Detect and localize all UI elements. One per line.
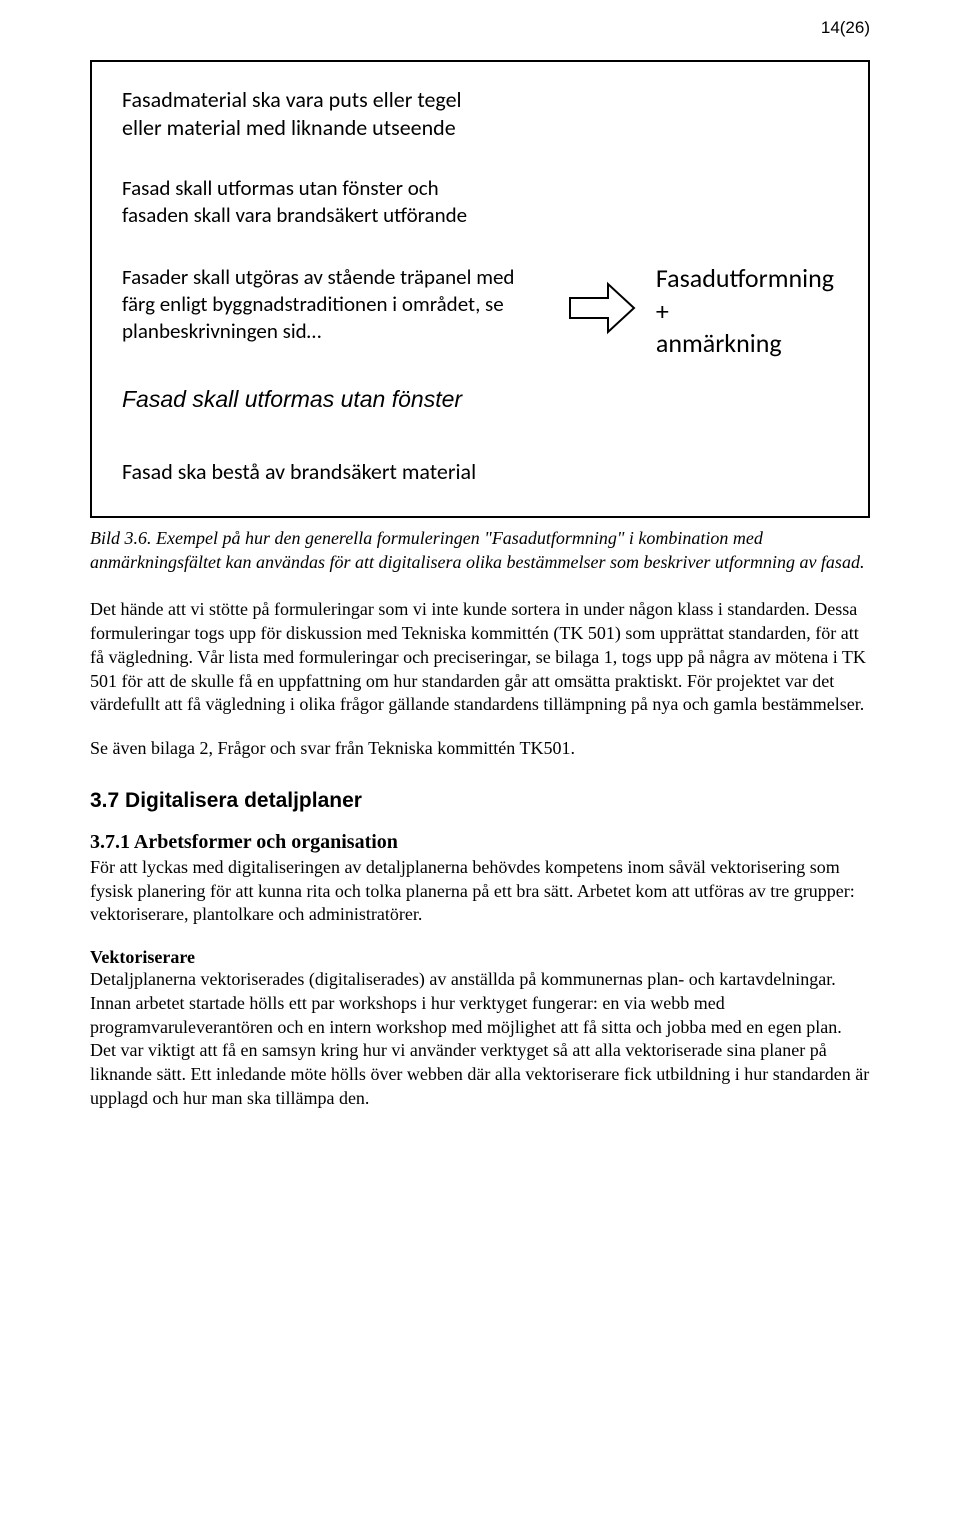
figure-right-line: Fasadutformning [656, 262, 834, 295]
figure-line: Fasad skall utformas utan fönster och [122, 175, 566, 202]
figure-block-5: Fasad ska bestå av brandsäkert material [122, 458, 566, 486]
page-number: 14(26) [821, 18, 870, 38]
body-text: Det hände att vi stötte på formuleringar… [90, 598, 870, 761]
figure-line: Fasad ska bestå av brandsäkert material [122, 458, 566, 486]
body-text: För att lyckas med digitaliseringen av d… [90, 856, 870, 927]
page: 14(26) Fasadmaterial ska vara puts eller… [0, 0, 960, 1151]
figure-block-2: Fasad skall utformas utan fönster och fa… [122, 175, 566, 230]
figure-line: Fasader skall utgöras av stående träpane… [122, 264, 566, 291]
paragraph: För att lyckas med digitaliseringen av d… [90, 856, 870, 927]
heading-3-7-1: 3.7.1 Arbetsformer och organisation [90, 831, 870, 854]
figure-block-1: Fasadmaterial ska vara puts eller tegel … [122, 86, 566, 141]
caption-body: Exempel på hur den generella formulering… [90, 528, 864, 572]
body-text: Detaljplanerna vektoriserades (digitalis… [90, 968, 870, 1111]
figure-right-line: + [656, 295, 834, 328]
arrow-icon [568, 280, 638, 341]
figure-box: Fasadmaterial ska vara puts eller tegel … [90, 60, 870, 518]
caption-prefix: Bild 3.6. [90, 528, 156, 548]
sub-heading-vektoriserare: Vektoriserare [90, 947, 870, 968]
heading-3-7: 3.7 Digitalisera detaljplaner [90, 789, 870, 813]
figure-block-4: Fasad skall utformas utan fönster [122, 385, 566, 414]
figure-line: planbeskrivningen sid… [122, 318, 566, 345]
figure-caption: Bild 3.6. Exempel på hur den generella f… [90, 526, 870, 575]
figure-right-label: Fasadutformning + anmärkning [656, 262, 834, 360]
figure-line: färg enligt byggnadstraditionen i område… [122, 291, 566, 318]
paragraph: Se även bilaga 2, Frågor och svar från T… [90, 737, 870, 761]
figure-right-line: anmärkning [656, 327, 834, 360]
figure-line: eller material med liknande utseende [122, 114, 566, 142]
figure-line: Fasad skall utformas utan fönster [122, 385, 566, 414]
paragraph: Det hände att vi stötte på formuleringar… [90, 598, 870, 717]
figure-right-group: Fasadutformning + anmärkning [568, 262, 834, 360]
figure-left-column: Fasadmaterial ska vara puts eller tegel … [122, 86, 566, 486]
paragraph: Detaljplanerna vektoriserades (digitalis… [90, 968, 870, 1111]
figure-block-3: Fasader skall utgöras av stående träpane… [122, 264, 566, 346]
figure-line: Fasadmaterial ska vara puts eller tegel [122, 86, 566, 114]
figure-line: fasaden skall vara brandsäkert utförande [122, 202, 566, 229]
